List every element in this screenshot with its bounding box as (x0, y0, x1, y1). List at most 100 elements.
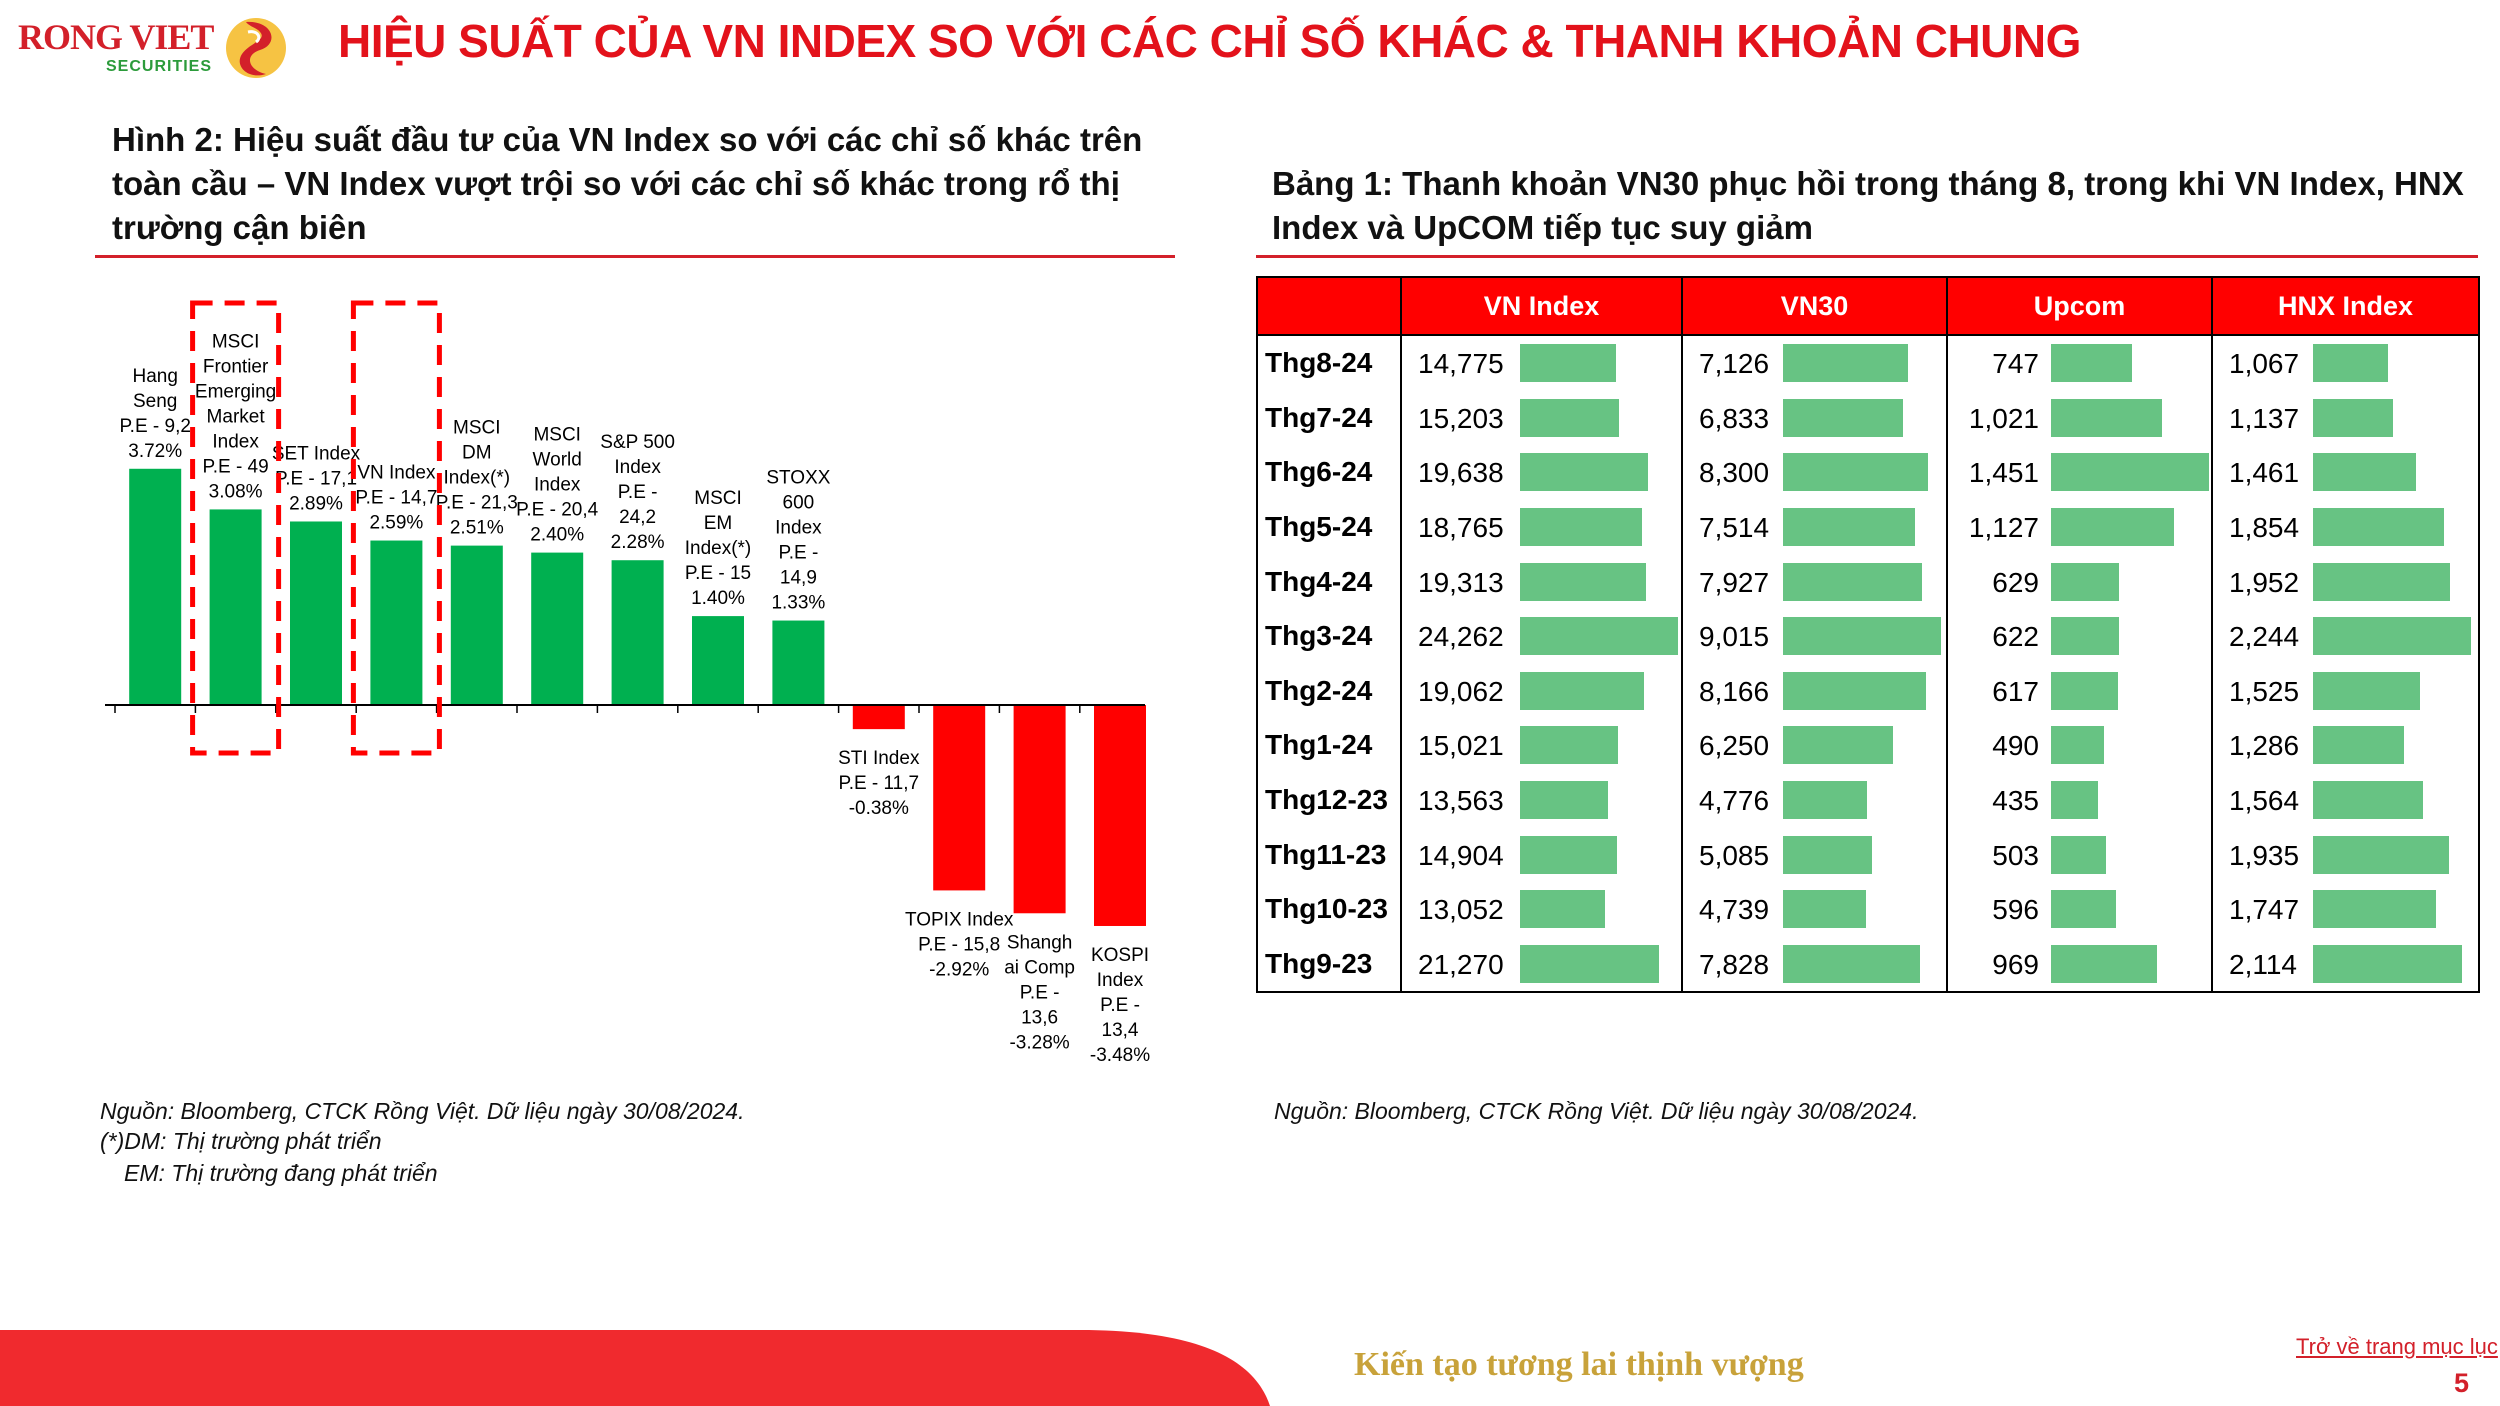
cell-content: 1,021 (1948, 391, 2211, 445)
cell-vnindex: 19,638 (1400, 445, 1683, 500)
footer-red-wave (0, 1330, 1270, 1406)
bar-10 (933, 705, 986, 891)
table-title-underline (1256, 255, 2478, 258)
bar-2 (290, 521, 342, 705)
cell-content: 747 (1948, 336, 2211, 390)
cell-data-bar (2313, 944, 2462, 983)
cell-value: 1,021 (1968, 402, 2039, 434)
cell-data-bar (1520, 562, 1646, 601)
cell-value: 4,776 (1699, 785, 1770, 817)
cell-vnindex: 14,775 (1400, 335, 1683, 391)
cell-content: 1,564 (2213, 773, 2478, 827)
cell-data-bar (1783, 671, 1927, 710)
cell-content: 596 (1948, 882, 2211, 936)
cell-content: 14,904 (1402, 828, 1681, 882)
cell-vnindex: 21,270 (1400, 936, 1683, 994)
bar-0 (129, 468, 182, 705)
row-period: Thg4-24 (1256, 554, 1402, 609)
bar-label-7: MSCI EM Index(*) P.E - 15 1.40% (685, 488, 752, 609)
cell-hnx: 2,244 (2211, 608, 2480, 664)
cell-content: 7,514 (1683, 500, 1946, 554)
bar-label-8: STOXX 600 Index P.E -14,9 1.33% (766, 468, 830, 614)
cell-data-bar (1520, 726, 1618, 765)
cell-data-bar (1783, 835, 1873, 874)
table-row: Thg10-23 13,052 4,739 596 1,747 (1256, 881, 2480, 937)
table-row: Thg2-24 19,062 8,166 617 1,525 (1256, 663, 2480, 719)
header-hnx: HNX Index (2211, 276, 2480, 336)
row-period: Thg1-24 (1256, 718, 1402, 773)
cell-hnx: 1,286 (2211, 718, 2480, 773)
table-row: Thg7-24 15,203 6,833 1,021 1,137 (1256, 390, 2480, 446)
cell-value: 24,262 (1418, 621, 1504, 653)
table-row: Thg8-24 14,775 7,126 747 1,067 (1256, 335, 2480, 391)
cell-value: 1,854 (2229, 512, 2300, 544)
table-row: Thg9-23 21,270 7,828 969 2,114 (1256, 936, 2480, 994)
bar-label-10: TOPIX Index P.E - 15,8 -2.92% (905, 909, 1014, 980)
cell-upcom: 629 (1946, 554, 2213, 609)
cell-hnx: 1,747 (2211, 881, 2480, 937)
cell-content: 2,244 (2213, 609, 2478, 663)
cell-data-bar (2051, 671, 2119, 710)
cell-content: 1,935 (2213, 828, 2478, 882)
footer-tagline: Kiến tạo tương lai thịnh vượng (1354, 1346, 1804, 1383)
cell-data-bar (2051, 398, 2163, 437)
cell-content: 1,525 (2213, 664, 2478, 718)
cell-upcom: 503 (1946, 827, 2213, 882)
cell-data-bar (2313, 890, 2436, 929)
cell-vn30: 7,828 (1681, 936, 1948, 994)
row-period: Thg9-23 (1256, 936, 1402, 994)
bar-label-0: Hang Seng P.E - 9,2 3.72% (119, 366, 190, 462)
cell-value: 1,461 (2229, 457, 2300, 489)
logo-sub-text: SECURITIES (106, 58, 213, 75)
table-row: Thg5-24 18,765 7,514 1,127 1,854 (1256, 499, 2480, 555)
cell-data-bar (1783, 398, 1903, 437)
cell-data-bar (1783, 508, 1915, 547)
cell-content: 7,927 (1683, 555, 1946, 609)
cell-vn30: 5,085 (1681, 827, 1948, 882)
bar-label-2: SET Index P.E - 17,1 2.89% (272, 443, 361, 514)
cell-upcom: 969 (1946, 936, 2213, 994)
cell-data-bar (1783, 781, 1867, 820)
figure-note-dm: (*)DM: Thị trường phát triển (100, 1128, 382, 1154)
cell-data-bar (2051, 944, 2157, 983)
header-period (1256, 276, 1402, 336)
cell-vnindex: 19,313 (1400, 554, 1683, 609)
cell-data-bar (1783, 617, 1941, 656)
cell-value: 1,137 (2229, 402, 2300, 434)
cell-content: 1,747 (2213, 882, 2478, 936)
cell-data-bar (1520, 344, 1617, 383)
row-period: Thg11-23 (1256, 827, 1402, 882)
cell-value: 8,300 (1699, 457, 1770, 489)
cell-content: 1,067 (2213, 336, 2478, 390)
cell-upcom: 617 (1946, 663, 2213, 719)
cell-value: 6,250 (1699, 730, 1770, 762)
cell-upcom: 1,127 (1946, 499, 2213, 555)
back-to-contents-link[interactable]: Trở về trang mục lục (2296, 1334, 2498, 1359)
cell-value: 14,775 (1418, 348, 1504, 380)
cell-content: 1,461 (2213, 445, 2478, 499)
cell-value: 7,126 (1699, 348, 1770, 380)
cell-content: 969 (1948, 937, 2211, 991)
liquidity-table: VN Index VN30 Upcom HNX Index Thg8-24 14,… (1256, 276, 2480, 994)
cell-content: 6,833 (1683, 391, 1946, 445)
cell-data-bar (1520, 453, 1648, 492)
cell-content: 15,021 (1402, 718, 1681, 772)
cell-data-bar (2313, 781, 2424, 820)
cell-value: 2,244 (2229, 621, 2300, 653)
bar-9 (852, 705, 905, 730)
cell-data-bar (1520, 890, 1605, 929)
cell-value: 18,765 (1418, 512, 1504, 544)
cell-value: 503 (1992, 839, 2039, 871)
cell-value: 19,638 (1418, 457, 1504, 489)
cell-content: 1,137 (2213, 391, 2478, 445)
cell-content: 21,270 (1402, 937, 1681, 991)
cell-vn30: 6,833 (1681, 390, 1948, 446)
cell-value: 969 (1992, 948, 2039, 980)
cell-data-bar (2051, 344, 2133, 383)
cell-content: 622 (1948, 609, 2211, 663)
cell-vnindex: 18,765 (1400, 499, 1683, 555)
cell-data-bar (2313, 453, 2416, 492)
cell-value: 1,127 (1968, 512, 2039, 544)
table-row: Thg1-24 15,021 6,250 490 1,286 (1256, 718, 2480, 773)
cell-content: 1,854 (2213, 500, 2478, 554)
